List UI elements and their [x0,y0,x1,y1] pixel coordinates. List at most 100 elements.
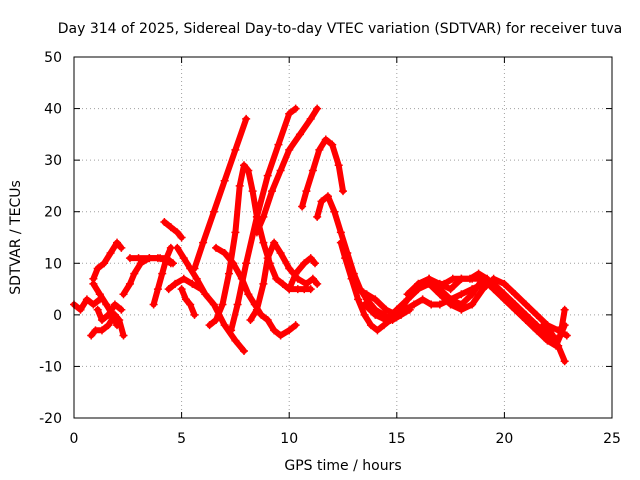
data-point-marker [93,305,102,314]
data-point-marker [97,316,106,325]
tick-labels: 0 5 10 15 20 25 -20 -10 0 10 20 30 40 50 [39,50,621,447]
data-point-marker [317,197,326,206]
data-point-marker [339,187,347,196]
data-point-marker [164,285,173,294]
data-point-marker [130,269,139,278]
data-point-marker [244,290,253,299]
data-point-marker [179,254,188,263]
data-point-marker [212,316,221,325]
data-point-marker [218,300,227,309]
x-tick-label: 15 [388,431,406,447]
data-point-marker [274,140,283,149]
series-arc-20 [298,135,347,211]
series-arc-03 [89,238,126,283]
data-point-marker [392,305,401,314]
data-point-marker [371,310,380,319]
data-point-marker [446,285,455,294]
data-point-marker [181,295,190,304]
y-tick-label: 0 [53,308,62,324]
data-point-marker [149,300,158,309]
data-point-marker [457,274,466,283]
data-point-marker [106,248,115,257]
series-line [314,193,413,323]
data-point-marker [158,269,167,278]
series-arc-13 [190,114,251,273]
data-point-marker [285,326,294,335]
data-point-marker [153,285,162,294]
data-point-marker [291,321,300,330]
data-point-marker [465,274,474,283]
data-point-marker [483,274,492,283]
y-tick-label: 30 [44,153,62,169]
data-point-marker [171,279,180,288]
data-point-marker [478,285,487,294]
data-point-marker [276,248,285,257]
data-point-marker [382,305,391,314]
data-point-marker [160,218,169,227]
data-point-marker [240,161,249,170]
y-tick-label: 20 [44,205,62,221]
data-point-marker [448,274,457,283]
data-point-marker [87,331,96,340]
data-point-marker [263,254,272,263]
data-point-marker [89,279,98,288]
data-point-marker [162,254,171,263]
data-point-marker [285,285,294,294]
data-point-marker [177,233,186,242]
data-point-marker [291,104,300,113]
data-point-marker [313,212,322,221]
chart-title: Day 314 of 2025, Sidereal Day-to-day VTE… [58,21,622,37]
data-point-marker [145,254,154,263]
data-point-marker [354,295,363,304]
data-point-marker [532,326,541,335]
data-point-marker [110,300,119,309]
data-point-marker [220,176,229,185]
data-point-marker [209,207,218,216]
data-point-marker [233,300,242,309]
series-arc-15 [205,161,315,330]
data-point-marker [93,264,102,273]
data-point-marker [330,207,339,216]
data-point-marker [313,279,322,288]
data-point-marker [242,114,251,123]
x-tick-label: 20 [495,431,513,447]
data-point-marker [244,166,253,175]
data-point-marker [446,300,455,309]
data-point-marker [435,290,444,299]
data-point-marker [248,187,257,196]
x-tick-label: 0 [70,431,79,447]
data-point-marker [119,290,128,299]
data-point-marker [263,171,272,180]
data-point-marker [354,285,363,294]
data-point-marker [360,310,369,319]
data-point-marker [306,254,315,263]
data-series [70,104,571,366]
data-point-marker [231,145,240,154]
data-point-marker [560,357,569,366]
data-point-marker [285,145,294,154]
data-point-marker [545,326,554,335]
data-point-marker [231,228,240,237]
y-tick-label: -20 [39,411,62,427]
data-point-marker [300,259,309,268]
data-point-marker [425,274,434,283]
data-point-marker [100,259,109,268]
series-line [228,105,299,334]
series-arc-17 [252,104,322,237]
x-tick-label: 10 [280,431,298,447]
data-point-marker [532,310,541,319]
data-point-marker [468,290,477,299]
data-point-marker [117,243,126,252]
data-point-marker [119,331,128,340]
data-point-marker [263,316,272,325]
data-point-marker [474,269,483,278]
data-point-marker [511,305,520,314]
series-arc-09 [160,218,186,242]
data-point-marker [360,300,369,309]
data-point-marker [113,321,122,330]
data-point-marker [302,279,311,288]
y-tick-label: 10 [44,256,62,272]
data-point-marker [173,243,182,252]
data-point-marker [173,228,182,237]
